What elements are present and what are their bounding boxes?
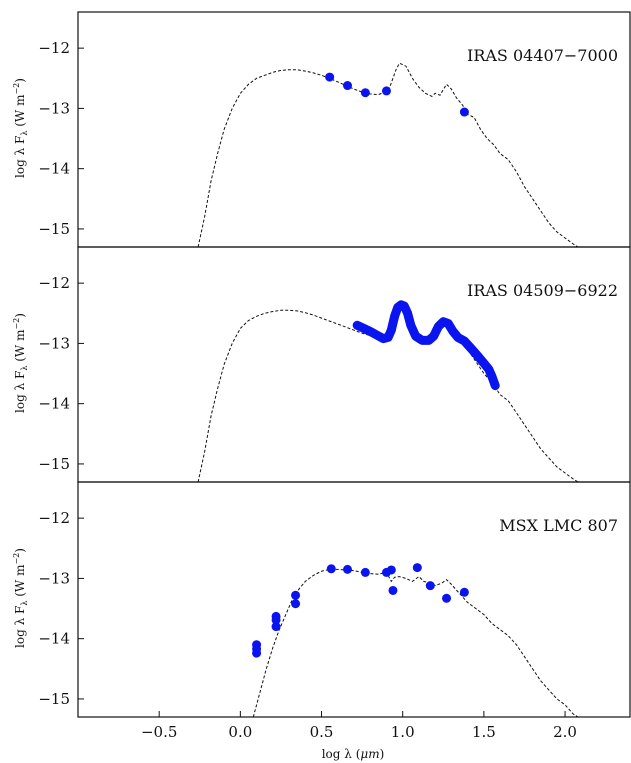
data-point xyxy=(291,590,301,600)
panel-2-ticks: −12 −13 −14 −15 xyxy=(38,274,84,473)
data-point xyxy=(425,581,435,591)
panel-2-spectrum-curve xyxy=(352,300,500,391)
panel-3-data-points xyxy=(252,563,469,658)
y-tick-label: −12 xyxy=(38,274,70,292)
x-tick-label: 2.0 xyxy=(553,723,577,741)
panel-1-data-points xyxy=(325,72,469,117)
y-tick-label: −13 xyxy=(38,569,70,587)
panel-3: −12 −13 −14 −15 −0.5 0.0 0.5 1.0 1.5 2.0 MSX LMC … xyxy=(38,481,631,741)
data-point xyxy=(388,585,398,595)
x-tick-label: 1.0 xyxy=(391,723,415,741)
panel-3-frame xyxy=(77,481,631,718)
y-tick-label: −12 xyxy=(38,509,70,527)
panel-3-model-curve xyxy=(252,568,579,718)
y-tick-label: −14 xyxy=(38,395,70,413)
panel-2-source-label: IRAS 04509−6922 xyxy=(467,281,618,300)
panel-1-y-axis-label: log λ Fλ (W m−2) xyxy=(12,78,29,178)
panel-1-model-curve xyxy=(197,62,579,248)
x-axis-label: log λ (μm) xyxy=(322,747,385,761)
panel-2: −12 −13 −14 −15 IRAS 04509−6922 xyxy=(38,246,631,483)
panel-1-ticks: −12 −13 −14 −15 xyxy=(38,39,84,238)
panel-3-ticks: −12 −13 −14 −15 −0.5 0.0 0.5 1.0 1.5 2.0 xyxy=(38,509,577,741)
data-point xyxy=(459,587,469,597)
data-point xyxy=(343,564,353,574)
data-point xyxy=(442,593,452,603)
y-tick-label: −14 xyxy=(38,160,70,178)
data-point xyxy=(343,81,353,91)
data-point xyxy=(360,88,370,98)
data-point xyxy=(326,564,336,574)
x-tick-label: 0.0 xyxy=(228,723,252,741)
panel-1-source-label: IRAS 04407−7000 xyxy=(467,46,618,65)
data-point xyxy=(459,107,469,117)
data-point xyxy=(271,622,281,632)
y-tick-label: −15 xyxy=(38,455,70,473)
x-tick-label: 0.5 xyxy=(310,723,334,741)
data-point xyxy=(252,648,262,658)
x-tick-label: 1.5 xyxy=(472,723,496,741)
data-point xyxy=(386,565,396,575)
y-tick-label: −13 xyxy=(38,334,70,352)
x-tick-label: −0.5 xyxy=(141,723,177,741)
panel-3-y-axis-label: log λ Fλ (W m−2) xyxy=(12,548,29,648)
panel-1: −12 −13 −14 −15 IRAS 04407−7000 xyxy=(38,11,631,248)
y-tick-label: −15 xyxy=(38,220,70,238)
panel-2-y-axis-label: log λ Fλ (W m−2) xyxy=(12,313,29,413)
data-point xyxy=(412,563,422,573)
data-point xyxy=(291,599,301,609)
y-tick-label: −14 xyxy=(38,630,70,648)
y-tick-label: −15 xyxy=(38,690,70,708)
data-point xyxy=(325,72,335,82)
panel-3-source-label: MSX LMC 807 xyxy=(499,516,618,535)
y-tick-label: −13 xyxy=(38,99,70,117)
y-tick-label: −12 xyxy=(38,39,70,57)
data-point xyxy=(360,567,370,577)
data-point xyxy=(381,86,391,96)
data-point xyxy=(271,615,281,625)
